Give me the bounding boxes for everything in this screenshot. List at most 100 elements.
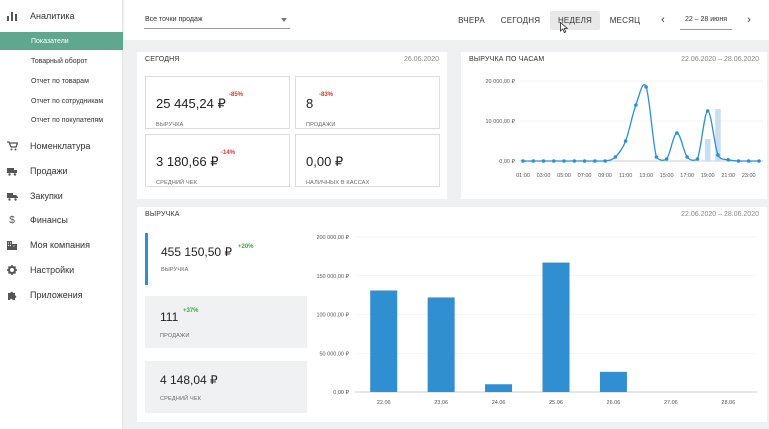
- hourly-point: [695, 157, 700, 161]
- kpi-change: -85%: [229, 92, 244, 98]
- y-tick-label: 100 000,00 ₽: [316, 312, 349, 319]
- hourly-point: [623, 139, 628, 143]
- kpi-label: СРЕДНИЙ ЧЕК: [156, 180, 198, 186]
- kpi-label: ВЫРУЧКА: [161, 267, 189, 273]
- x-tick-label: 21:00: [721, 173, 735, 179]
- sidebar-subitem-products-report[interactable]: Отчет по товарам: [0, 72, 123, 90]
- x-tick-label: 22.06: [377, 400, 391, 406]
- sidebar-item-nomenclature[interactable]: Номенклатура: [0, 135, 123, 157]
- building-icon: [6, 239, 18, 251]
- hourly-point: [562, 159, 566, 163]
- date-range-field[interactable]: 22 – 28 июня: [680, 10, 732, 30]
- sidebar-subitem-indicators[interactable]: Показатели: [0, 32, 123, 50]
- x-tick-label: 27.06: [664, 400, 678, 406]
- kpi-label: СРЕДНИЙ ЧЕК: [160, 396, 202, 402]
- weekly-bar[interactable]: [542, 262, 570, 392]
- sidebar-item-sales[interactable]: Продажи: [0, 160, 123, 182]
- prev-week-button[interactable]: ‹: [661, 14, 665, 26]
- sidebar-item-finance[interactable]: $ Финансы: [0, 209, 123, 231]
- store-select-value: Все точки продаж: [145, 15, 203, 23]
- hourly-point: [634, 103, 638, 107]
- hourly-point: [551, 159, 556, 163]
- gear-icon: [6, 264, 18, 276]
- kpi-label: НАЛИЧНЫХ В КАССАХ: [306, 180, 370, 186]
- sidebar-subitem-customers-report[interactable]: Отчет по покупателям: [0, 111, 123, 129]
- hourly-point: [644, 85, 648, 89]
- x-tick-label: 23:00: [742, 173, 756, 179]
- sidebar-item-label: Приложения: [30, 290, 83, 300]
- y-tick-label: 0,00 ₽: [499, 158, 515, 165]
- hourly-point: [716, 153, 720, 157]
- hourly-point: [726, 158, 731, 162]
- kpi-change: -83%: [319, 92, 334, 98]
- weekly-bar[interactable]: [485, 384, 513, 392]
- hourly-point: [675, 131, 679, 135]
- sidebar-item-my-company[interactable]: Моя компания: [0, 234, 123, 256]
- weekly-date: 22.06.2020 – 28.06.2020: [681, 211, 759, 218]
- x-tick-label: 05:00: [557, 173, 571, 179]
- weekly-bar[interactable]: [370, 290, 398, 392]
- x-tick-label: 17:00: [680, 173, 694, 179]
- kpi-change: -14%: [221, 150, 236, 156]
- kpi-label: ВЫРУЧКА: [156, 122, 184, 128]
- hourly-point: [582, 159, 587, 163]
- sidebar-item-label: Финансы: [30, 215, 68, 225]
- weekly-title: ВЫРУЧКА: [145, 211, 180, 218]
- sidebar-item-apps[interactable]: Приложения: [0, 284, 123, 306]
- sidebar-subitem-turnover[interactable]: Товарный оборот: [0, 52, 123, 70]
- truck-icon: [6, 165, 18, 177]
- hourly-series-line: [523, 84, 759, 162]
- chevron-down-icon: [281, 18, 287, 22]
- top-bar: Все точки продаж ВЧЕРА СЕГОДНЯ НЕДЕЛЯ МЕ…: [124, 0, 769, 40]
- x-tick-label: 28.06: [721, 400, 735, 406]
- x-tick-label: 01:00: [516, 173, 530, 179]
- sidebar-subitem-label: Отчет по товарам: [31, 77, 89, 85]
- sidebar-item-analytics[interactable]: Аналитика: [0, 5, 123, 27]
- period-yesterday-button[interactable]: ВЧЕРА: [458, 16, 485, 25]
- kpi-label: ПРОДАЖИ: [160, 333, 190, 339]
- weekly-sales-kpi: 111 +37% ПРОДАЖИ: [145, 296, 307, 348]
- hourly-point: [705, 109, 710, 113]
- cart-icon: [6, 140, 18, 152]
- sidebar-item-label: Номенклатура: [30, 141, 91, 151]
- weekly-revenue-kpi: 455 150,50 ₽ +20% ВЫРУЧКА: [145, 233, 307, 285]
- period-month-button[interactable]: МЕСЯЦ: [609, 16, 641, 25]
- hourly-point: [521, 159, 525, 163]
- sidebar-item-purchases[interactable]: Закупки: [0, 185, 123, 207]
- today-avg-check-kpi: 3 180,66 ₽ -14% СРЕДНИЙ ЧЕК: [145, 134, 290, 187]
- sidebar-item-settings[interactable]: Настройки: [0, 259, 123, 281]
- hourly-revenue-card: ВЫРУЧКА ПО ЧАСАМ 22.06.2020 – 28.06.2020…: [461, 52, 767, 199]
- x-tick-label: 09:00: [598, 173, 612, 179]
- hourly-point: [572, 159, 577, 163]
- x-tick-label: 23.06: [434, 400, 448, 406]
- sidebar-subitem-employees-report[interactable]: Отчет по сотрудникам: [0, 92, 123, 110]
- y-tick-label: 0,00 ₽: [333, 389, 349, 396]
- hourly-bar: [704, 139, 711, 161]
- x-tick-label: 11:00: [619, 173, 632, 179]
- today-sales-kpi: 8 -83% ПРОДАЖИ: [295, 76, 440, 129]
- store-select[interactable]: Все точки продаж: [144, 10, 290, 29]
- hourly-date: 22.06.2020 – 28.06.2020: [681, 56, 759, 63]
- hourly-point: [593, 159, 597, 163]
- next-week-button[interactable]: ›: [747, 14, 751, 26]
- x-tick-label: 25.06: [549, 400, 563, 406]
- period-today-button[interactable]: СЕГОДНЯ: [500, 16, 541, 25]
- kpi-change: +37%: [183, 308, 199, 314]
- mouse-cursor-icon: [560, 22, 568, 33]
- hourly-point: [746, 159, 751, 163]
- period-week-button[interactable]: НЕДЕЛЯ: [550, 11, 600, 30]
- sidebar-item-label: Настройки: [30, 265, 75, 275]
- y-tick-label: 10 000,00 ₽: [486, 118, 516, 125]
- weekly-bar[interactable]: [427, 297, 455, 392]
- bar-chart-icon: [6, 10, 18, 22]
- x-tick-label: 26.06: [607, 400, 621, 406]
- y-tick-label: 150 000,00 ₽: [316, 273, 349, 280]
- weekly-bar[interactable]: [599, 371, 627, 392]
- today-title: СЕГОДНЯ: [145, 56, 180, 63]
- x-tick-label: 19:00: [701, 173, 715, 179]
- sidebar-item-label: Закупки: [30, 191, 63, 201]
- hourly-point: [664, 157, 669, 161]
- today-cash-kpi: 0,00 ₽ НАЛИЧНЫХ В КАССАХ: [295, 134, 440, 187]
- delivery-truck-icon: [6, 190, 18, 202]
- hourly-title: ВЫРУЧКА ПО ЧАСАМ: [469, 56, 545, 63]
